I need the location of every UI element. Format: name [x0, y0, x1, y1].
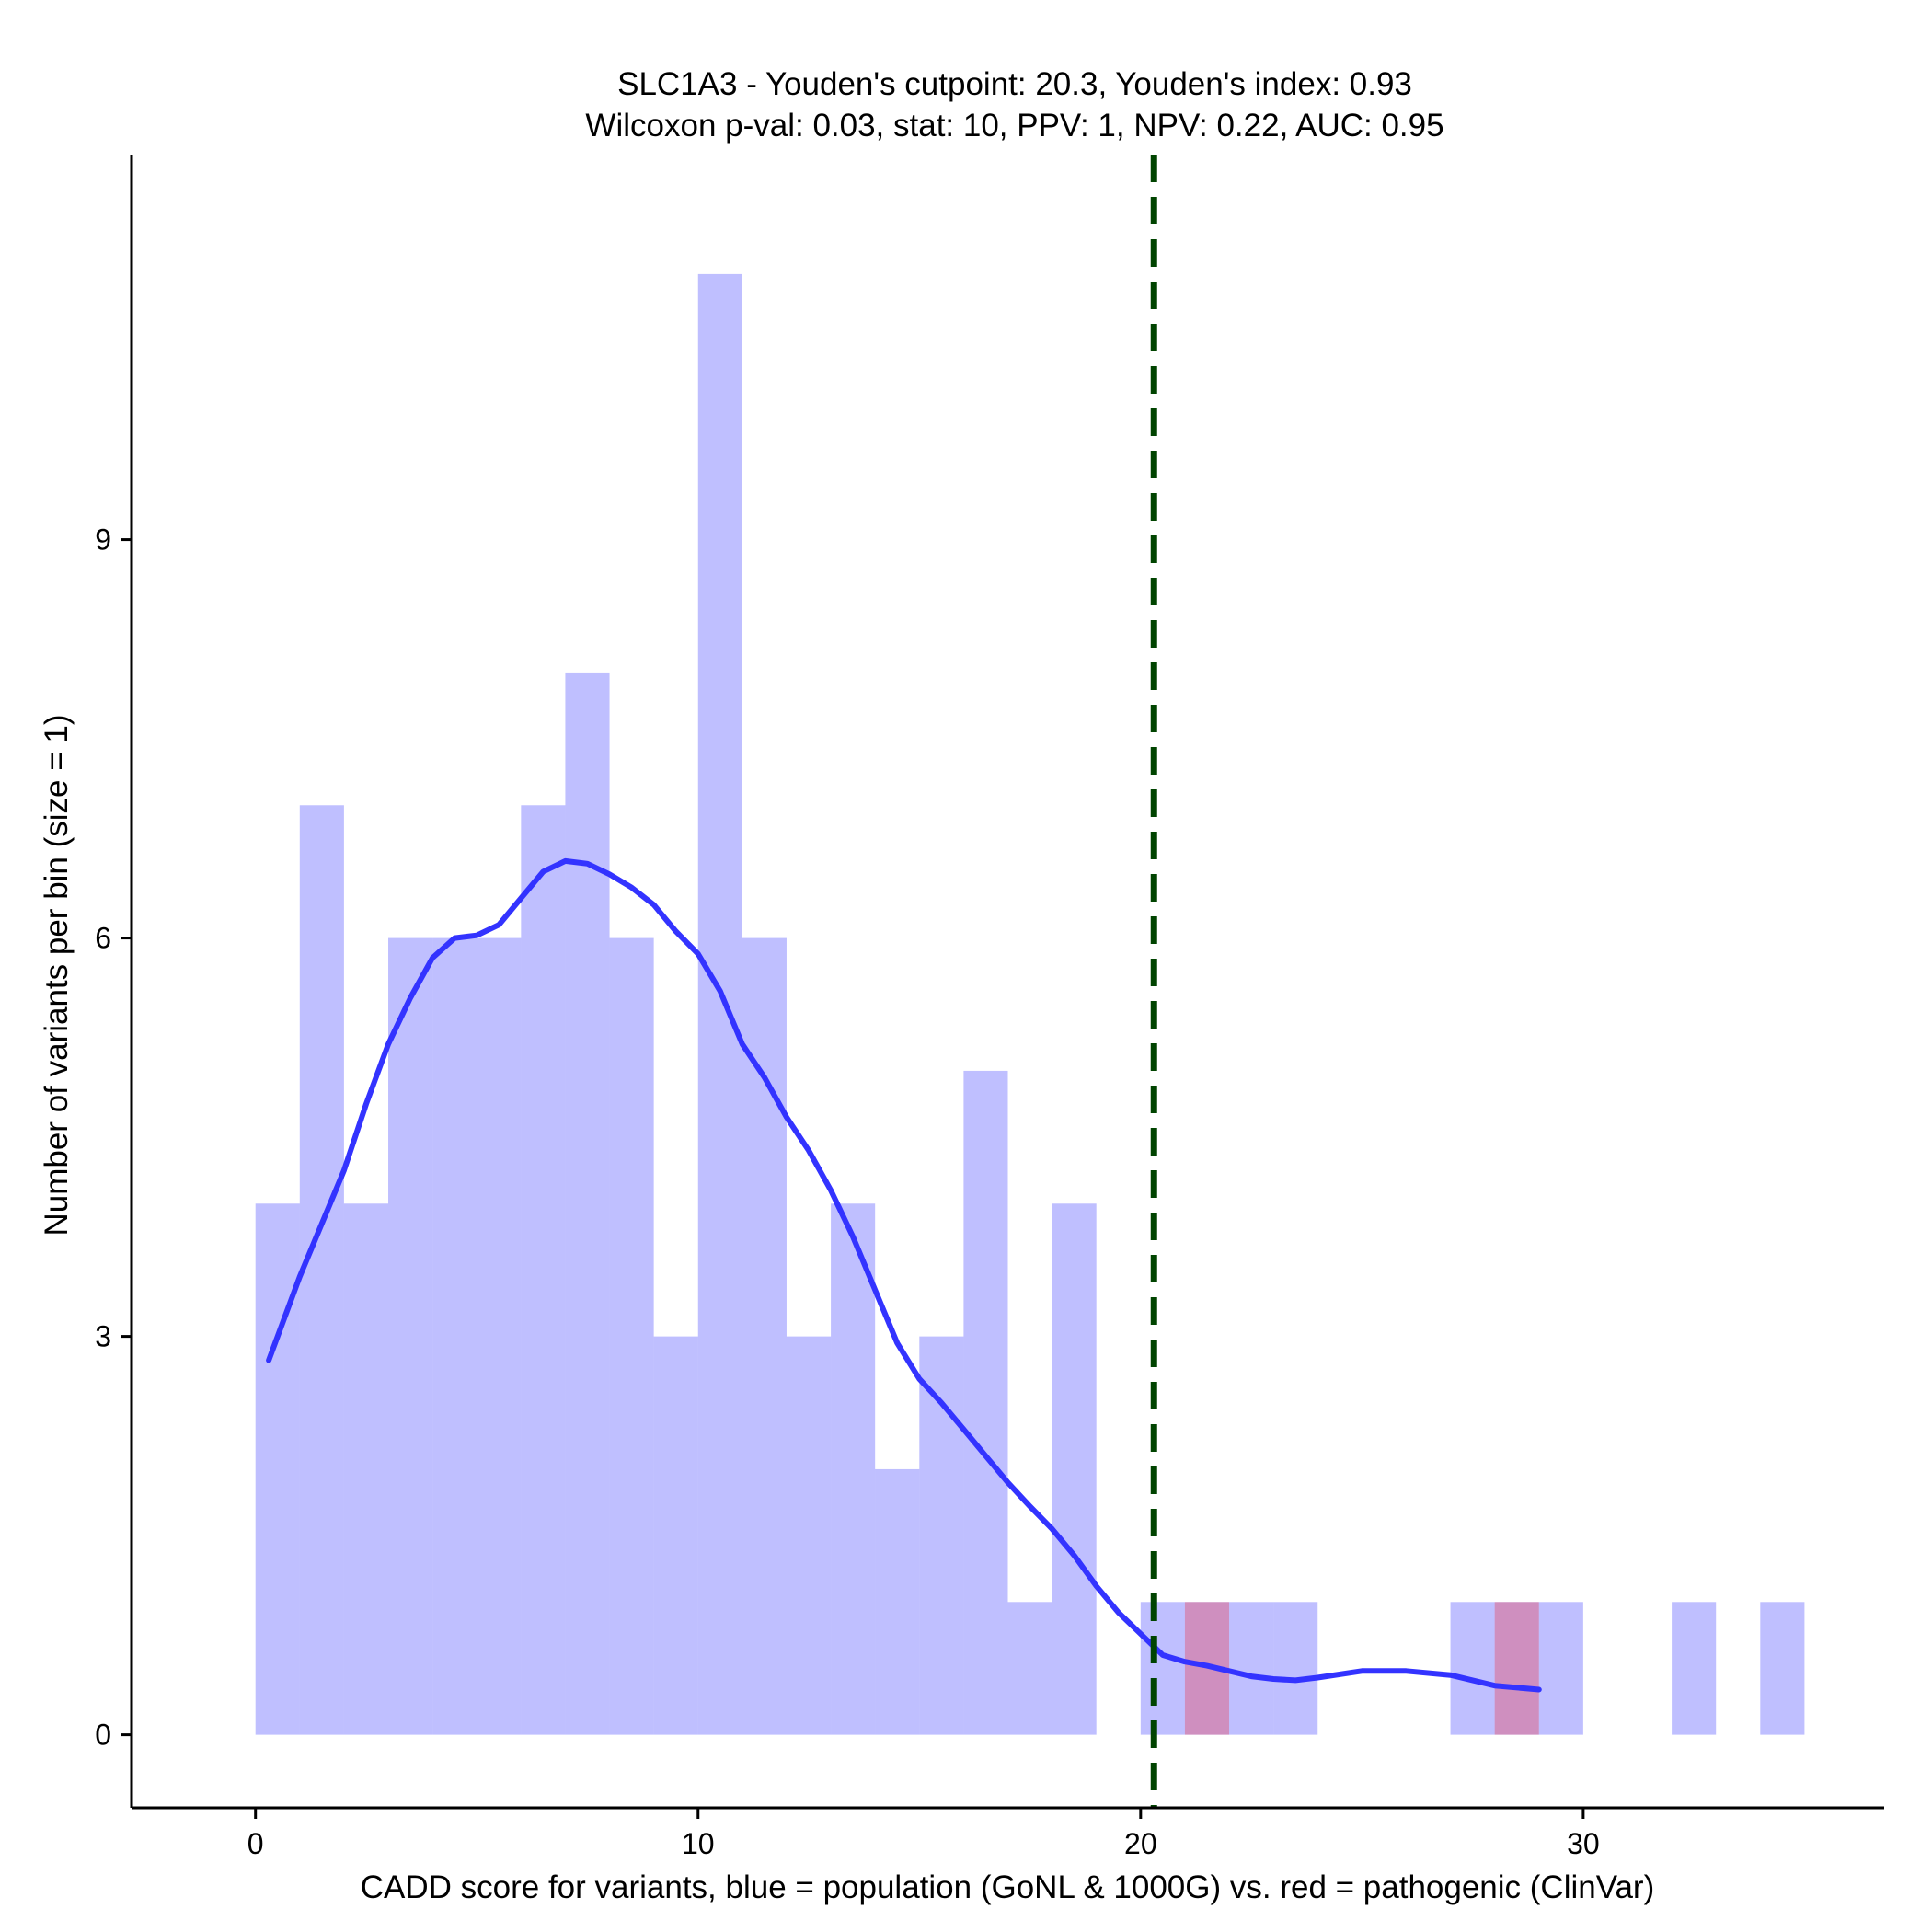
density-curve — [266, 857, 1542, 1693]
y-axis-ticks: 0 3 6 9 — [95, 523, 132, 1752]
bar-series-1-bin-1 — [1494, 1602, 1539, 1735]
bar-series-0-bin-27 — [1760, 1602, 1805, 1735]
bar-series-0-bin-25 — [1538, 1602, 1583, 1735]
bar-series-0-bin-13 — [831, 1203, 876, 1735]
bar-series-0-bin-8 — [609, 937, 654, 1735]
bar-series-0-bin-12 — [786, 1336, 832, 1735]
y-tick-label-0: 0 — [95, 1719, 111, 1752]
bar-series-0-bin-15 — [919, 1336, 964, 1735]
y-tick-label-1: 3 — [95, 1320, 111, 1353]
bar-series-0-bin-0 — [255, 1203, 300, 1735]
bar-series-0-bin-11 — [742, 937, 787, 1735]
chart-title-line-1: SLC1A3 - Youden's cutpoint: 20.3, Youden… — [617, 66, 1412, 102]
bar-series-0-bin-16 — [963, 1070, 1008, 1735]
bar-series-0-bin-5 — [477, 937, 522, 1735]
x-tick-label-3: 30 — [1567, 1827, 1600, 1860]
density-curve-layer — [266, 857, 1542, 1693]
bar-series-0-bin-19 — [1140, 1602, 1185, 1735]
bar-series-0-bin-18 — [1052, 1203, 1097, 1735]
bar-series-0-bin-2 — [343, 1203, 389, 1735]
x-tick-label-1: 10 — [682, 1827, 715, 1860]
x-axis-label: CADD score for variants, blue = populati… — [361, 1869, 1655, 1905]
y-tick-label-2: 6 — [95, 922, 111, 955]
bar-series-0-bin-14 — [875, 1468, 920, 1735]
bar-series-0-bin-3 — [388, 937, 433, 1735]
bar-series-0-bin-21 — [1229, 1602, 1274, 1735]
y-tick-label-3: 9 — [95, 523, 111, 557]
histogram-bars — [255, 273, 1805, 1735]
bar-series-0-bin-26 — [1672, 1602, 1717, 1735]
bar-series-0-bin-23 — [1450, 1602, 1495, 1735]
bar-series-0-bin-24 — [1494, 1602, 1539, 1735]
y-axis-label: Number of variants per bin (size = 1) — [39, 714, 75, 1236]
bar-series-0-bin-10 — [697, 273, 742, 1735]
bar-series-0-bin-17 — [1007, 1602, 1052, 1735]
bar-series-0-bin-22 — [1273, 1602, 1318, 1735]
bar-series-0-bin-1 — [299, 805, 344, 1735]
x-tick-label-0: 0 — [247, 1827, 264, 1860]
bar-series-0-bin-6 — [521, 805, 566, 1735]
bar-series-0-bin-4 — [432, 937, 477, 1735]
bar-series-0-bin-9 — [653, 1336, 698, 1735]
x-tick-label-2: 20 — [1124, 1827, 1157, 1860]
x-axis-ticks: 0 10 20 30 — [247, 1808, 1600, 1860]
bar-series-0-bin-7 — [565, 672, 610, 1735]
chart-title-line-2: Wilcoxon p-val: 0.03, stat: 10, PPV: 1, … — [585, 108, 1443, 144]
